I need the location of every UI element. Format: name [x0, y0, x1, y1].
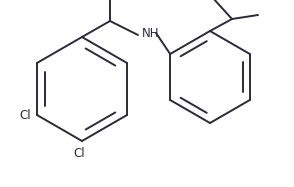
Text: NH: NH: [142, 27, 160, 39]
Text: Cl: Cl: [73, 147, 85, 160]
Text: Cl: Cl: [19, 108, 31, 122]
